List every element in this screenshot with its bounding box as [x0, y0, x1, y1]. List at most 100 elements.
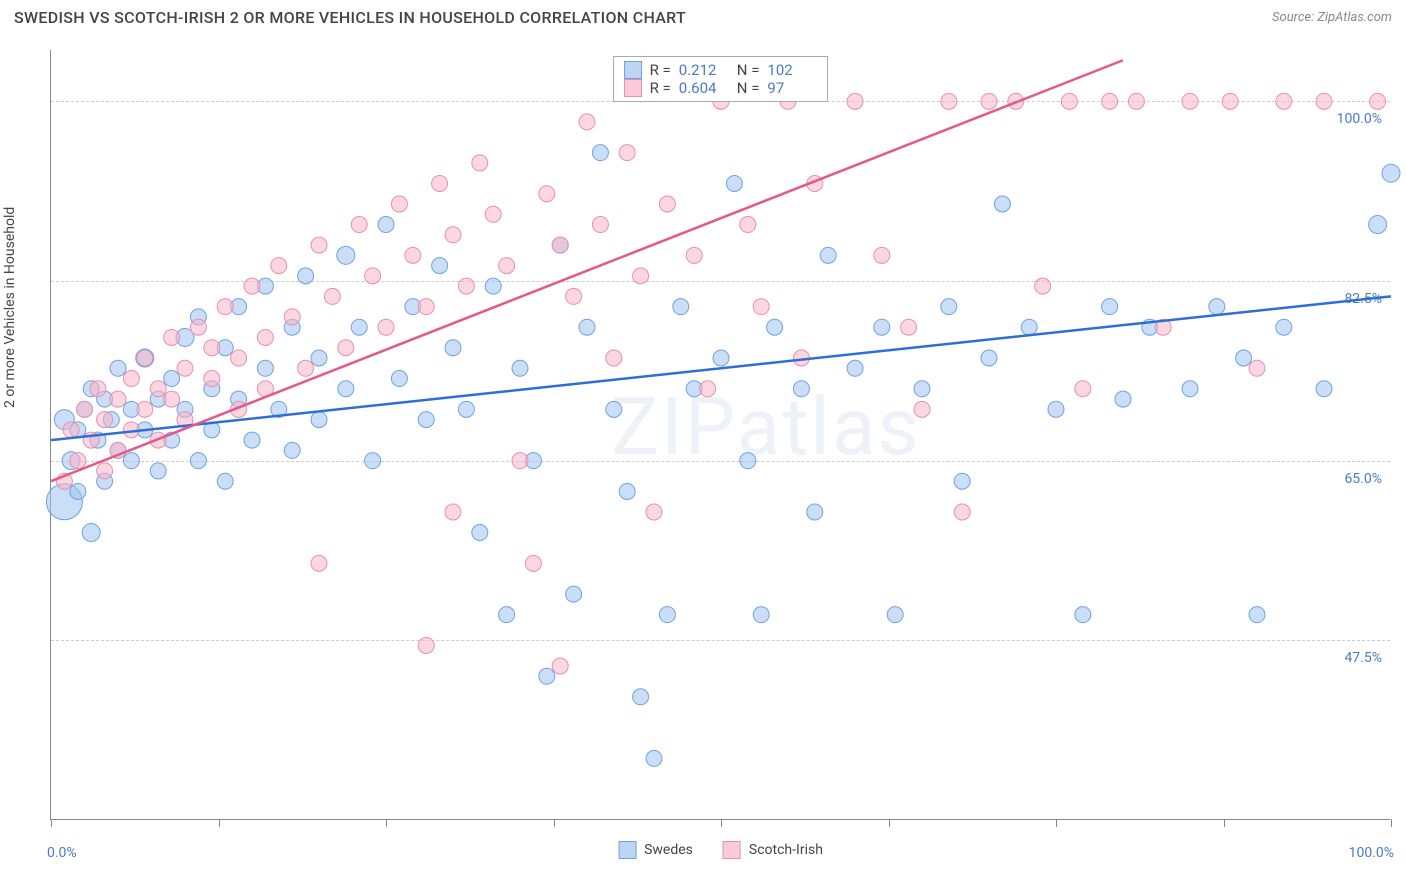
- data-point: [592, 217, 608, 233]
- data-point: [418, 299, 434, 315]
- data-point: [646, 750, 662, 766]
- data-point: [1048, 401, 1064, 417]
- swedes-n-value: 102: [767, 61, 817, 79]
- stats-row-swedes: R = 0.212 N = 102: [624, 61, 818, 79]
- data-point: [97, 463, 113, 479]
- data-point: [700, 381, 716, 397]
- n-label: N =: [737, 79, 760, 97]
- swedes-swatch-icon: [618, 841, 636, 859]
- data-point: [820, 247, 836, 263]
- data-point: [1249, 360, 1265, 376]
- data-point: [378, 319, 394, 335]
- data-point: [874, 319, 890, 335]
- data-point: [324, 288, 340, 304]
- data-point: [1276, 319, 1292, 335]
- data-point: [284, 309, 300, 325]
- correlation-stats-box: R = 0.212 N = 102 R = 0.604 N = 97: [613, 56, 829, 102]
- data-point: [257, 329, 273, 345]
- data-point: [793, 381, 809, 397]
- data-point: [485, 206, 501, 222]
- data-point: [606, 401, 622, 417]
- data-point: [432, 175, 448, 191]
- data-point: [686, 247, 702, 263]
- data-point: [874, 247, 890, 263]
- x-tick: [1391, 819, 1392, 827]
- data-point: [1249, 607, 1265, 623]
- data-point: [284, 442, 300, 458]
- data-point: [552, 658, 568, 674]
- data-point: [1209, 299, 1225, 315]
- data-point: [566, 586, 582, 602]
- data-point: [633, 689, 649, 705]
- chart-plot-area: ZIPatlas 47.5%65.0%82.5%100.0% R = 0.212…: [50, 50, 1390, 820]
- data-point: [1369, 216, 1387, 234]
- data-point: [298, 268, 314, 284]
- stats-row-scotch: R = 0.604 N = 97: [624, 79, 818, 97]
- data-point: [365, 453, 381, 469]
- data-point: [539, 668, 555, 684]
- data-point: [164, 391, 180, 407]
- data-point: [204, 371, 220, 387]
- data-point: [552, 237, 568, 253]
- data-point: [646, 504, 662, 520]
- data-point: [257, 360, 273, 376]
- r-label: R =: [650, 61, 671, 79]
- data-point: [1115, 391, 1131, 407]
- data-point: [351, 319, 367, 335]
- data-point: [137, 350, 153, 366]
- data-point: [525, 555, 541, 571]
- r-label: R =: [650, 79, 671, 97]
- x-tick: [721, 819, 722, 827]
- data-point: [1316, 93, 1332, 109]
- data-point: [418, 637, 434, 653]
- data-point: [231, 350, 247, 366]
- data-point: [1236, 350, 1252, 366]
- data-point: [1370, 93, 1386, 109]
- data-point: [539, 186, 555, 202]
- data-point: [338, 381, 354, 397]
- scotch-r-value: 0.604: [679, 79, 729, 97]
- data-point: [981, 93, 997, 109]
- data-point: [713, 350, 729, 366]
- data-point: [311, 555, 327, 571]
- data-point: [753, 607, 769, 623]
- data-point: [740, 217, 756, 233]
- data-point: [337, 246, 355, 264]
- x-tick: [554, 819, 555, 827]
- data-point: [887, 607, 903, 623]
- data-point: [592, 145, 608, 161]
- data-point: [472, 155, 488, 171]
- x-tick: [386, 819, 387, 827]
- swedes-swatch-icon: [624, 61, 642, 79]
- data-point: [82, 524, 100, 542]
- swedes-r-value: 0.212: [679, 61, 729, 79]
- data-point: [981, 350, 997, 366]
- data-point: [177, 360, 193, 376]
- data-point: [914, 401, 930, 417]
- data-point: [1075, 381, 1091, 397]
- scotch-swatch-icon: [723, 841, 741, 859]
- chart-source: Source: ZipAtlas.com: [1272, 10, 1392, 25]
- data-point: [847, 93, 863, 109]
- legend-item-scotch: Scotch-Irish: [723, 841, 823, 859]
- data-point: [244, 278, 260, 294]
- legend-label: Scotch-Irish: [749, 842, 823, 858]
- data-point: [418, 412, 434, 428]
- data-point: [901, 319, 917, 335]
- data-point: [458, 278, 474, 294]
- y-axis-label: 2 or more Vehicles in Household: [2, 207, 18, 408]
- data-point: [847, 360, 863, 376]
- data-point: [97, 412, 113, 428]
- data-point: [90, 381, 106, 397]
- chart-header: SWEDISH VS SCOTCH-IRISH 2 OR MORE VEHICL…: [0, 0, 1406, 37]
- data-point: [740, 453, 756, 469]
- data-point: [1276, 93, 1292, 109]
- data-point: [70, 483, 86, 499]
- data-point: [77, 401, 93, 417]
- x-axis-max-label: 100.0%: [1349, 845, 1394, 861]
- data-point: [994, 196, 1010, 212]
- scatter-plot: [51, 50, 1390, 819]
- data-point: [271, 258, 287, 274]
- data-point: [311, 412, 327, 428]
- x-tick: [219, 819, 220, 827]
